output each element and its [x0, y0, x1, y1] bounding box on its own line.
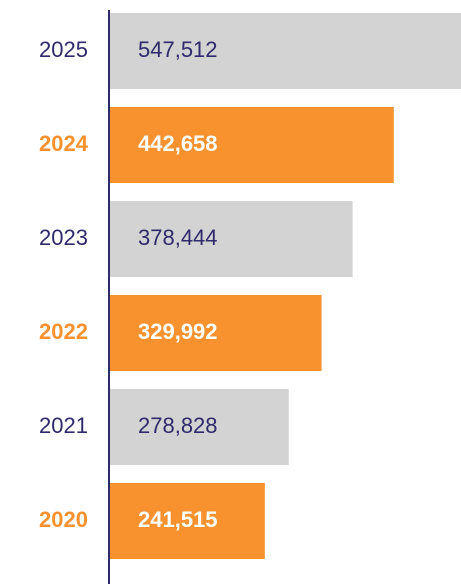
- value-label: 547,512: [138, 37, 218, 62]
- value-label: 442,658: [138, 131, 218, 156]
- category-label: 2021: [39, 413, 88, 438]
- bar-group: [110, 13, 461, 559]
- bar: [110, 13, 461, 89]
- category-label: 2020: [39, 507, 88, 532]
- category-label: 2025: [39, 37, 88, 62]
- value-label: 278,828: [138, 413, 218, 438]
- category-label: 2022: [39, 319, 88, 344]
- bar: [110, 295, 322, 371]
- bar: [110, 389, 289, 465]
- bar: [110, 483, 265, 559]
- value-label: 329,992: [138, 319, 218, 344]
- value-label: 241,515: [138, 507, 218, 532]
- category-label: 2024: [39, 131, 89, 156]
- value-label: 378,444: [138, 225, 218, 250]
- category-label: 2023: [39, 225, 88, 250]
- bar: [110, 107, 394, 183]
- bar: [110, 201, 353, 277]
